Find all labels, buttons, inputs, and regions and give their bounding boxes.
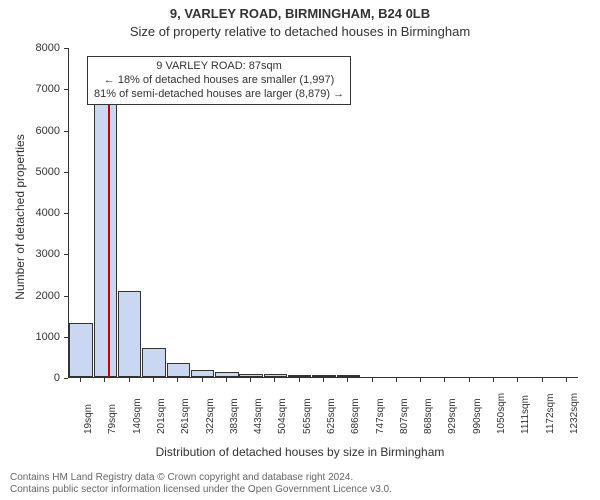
footer-line-1: Contains HM Land Registry data © Crown c… bbox=[10, 472, 392, 484]
x-tick-label: 201sqm bbox=[156, 398, 167, 434]
y-tick-label: 4000 bbox=[20, 207, 60, 219]
x-tick-mark bbox=[420, 378, 421, 382]
x-axis-label: Distribution of detached houses by size … bbox=[0, 445, 600, 459]
y-tick-label: 3000 bbox=[20, 248, 60, 260]
histogram-bar bbox=[69, 323, 92, 377]
y-tick-label: 7000 bbox=[20, 83, 60, 95]
chart-container: 9, VARLEY ROAD, BIRMINGHAM, B24 0LB Size… bbox=[0, 0, 600, 500]
x-tick-mark bbox=[177, 378, 178, 382]
x-tick-label: 1111sqm bbox=[520, 395, 531, 434]
annotation-line-3: 81% of semi-detached houses are larger (… bbox=[94, 88, 344, 102]
x-tick-mark bbox=[396, 378, 397, 382]
histogram-bar bbox=[312, 375, 335, 377]
x-tick-label: 504sqm bbox=[277, 398, 288, 434]
x-tick-label: 261sqm bbox=[180, 398, 191, 434]
x-tick-mark bbox=[80, 378, 81, 382]
y-tick-label: 6000 bbox=[20, 125, 60, 137]
x-tick-label: 929sqm bbox=[447, 398, 458, 434]
x-tick-label: 443sqm bbox=[253, 398, 264, 434]
x-tick-label: 19sqm bbox=[83, 404, 94, 434]
x-tick-mark bbox=[202, 378, 203, 382]
x-tick-mark bbox=[347, 378, 348, 382]
histogram-bar bbox=[215, 372, 238, 377]
histogram-bar bbox=[167, 363, 190, 377]
x-tick-label: 686sqm bbox=[350, 398, 361, 434]
x-tick-mark bbox=[566, 378, 567, 382]
x-tick-label: 79sqm bbox=[107, 404, 118, 434]
x-tick-label: 383sqm bbox=[229, 398, 240, 434]
y-tick-label: 1000 bbox=[20, 331, 60, 343]
x-tick-mark bbox=[226, 378, 227, 382]
x-tick-label: 1232sqm bbox=[569, 393, 580, 434]
histogram-bar bbox=[94, 101, 117, 377]
footer-line-2: Contains public sector information licen… bbox=[10, 484, 392, 496]
x-tick-label: 322sqm bbox=[205, 398, 216, 434]
histogram-bar bbox=[288, 375, 311, 377]
x-tick-mark bbox=[129, 378, 130, 382]
x-tick-mark bbox=[153, 378, 154, 382]
x-tick-mark bbox=[250, 378, 251, 382]
x-tick-mark bbox=[299, 378, 300, 382]
x-tick-label: 1050sqm bbox=[496, 393, 507, 434]
x-tick-mark bbox=[444, 378, 445, 382]
x-tick-label: 868sqm bbox=[423, 398, 434, 434]
x-tick-label: 565sqm bbox=[302, 398, 313, 434]
x-tick-label: 140sqm bbox=[132, 398, 143, 434]
x-tick-mark bbox=[372, 378, 373, 382]
y-tick-mark bbox=[64, 378, 68, 379]
x-tick-mark bbox=[517, 378, 518, 382]
histogram-bar bbox=[142, 348, 165, 377]
annotation-line-1: 9 VARLEY ROAD: 87sqm bbox=[94, 60, 344, 74]
x-tick-label: 807sqm bbox=[399, 398, 410, 434]
y-tick-label: 5000 bbox=[20, 166, 60, 178]
annotation-line-2: ← 18% of detached houses are smaller (1,… bbox=[94, 74, 344, 88]
x-tick-mark bbox=[542, 378, 543, 382]
y-tick-label: 8000 bbox=[20, 42, 60, 54]
x-tick-mark bbox=[274, 378, 275, 382]
y-tick-label: 0 bbox=[20, 372, 60, 384]
page-super-title: 9, VARLEY ROAD, BIRMINGHAM, B24 0LB bbox=[0, 6, 600, 21]
histogram-bar bbox=[239, 374, 262, 377]
x-tick-label: 625sqm bbox=[326, 398, 337, 434]
histogram-bar bbox=[118, 291, 141, 377]
footer-attribution: Contains HM Land Registry data © Crown c… bbox=[10, 472, 392, 496]
histogram-bar bbox=[264, 374, 287, 377]
x-tick-mark bbox=[323, 378, 324, 382]
histogram-bar bbox=[191, 370, 214, 377]
x-tick-label: 747sqm bbox=[375, 398, 386, 434]
x-tick-label: 990sqm bbox=[472, 398, 483, 434]
subject-property-marker bbox=[108, 101, 110, 377]
annotation-box: 9 VARLEY ROAD: 87sqm ← 18% of detached h… bbox=[87, 56, 351, 105]
x-tick-mark bbox=[469, 378, 470, 382]
page-sub-title: Size of property relative to detached ho… bbox=[0, 24, 600, 39]
histogram-bar bbox=[337, 375, 360, 377]
x-tick-mark bbox=[104, 378, 105, 382]
plot-area: 9 VARLEY ROAD: 87sqm ← 18% of detached h… bbox=[68, 48, 578, 378]
x-tick-label: 1172sqm bbox=[545, 394, 556, 434]
x-tick-mark bbox=[493, 378, 494, 382]
y-tick-label: 2000 bbox=[20, 290, 60, 302]
